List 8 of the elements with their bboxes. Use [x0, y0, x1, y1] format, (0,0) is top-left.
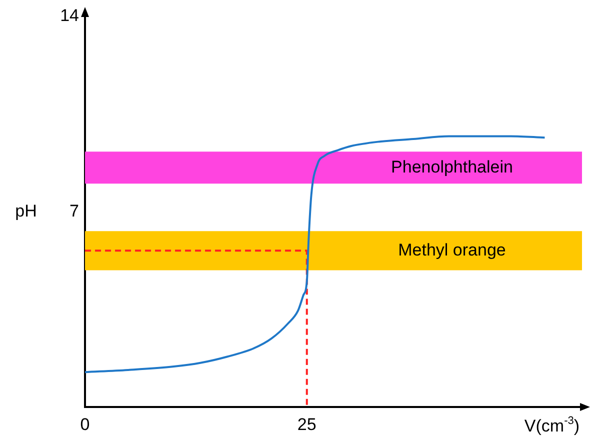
line-series [85, 135, 546, 374]
y-tick-label: 7 [70, 201, 79, 220]
y-tick-label: 14 [60, 6, 79, 25]
x-tick-label: 0 [80, 414, 90, 434]
x-tick-label: 25 [297, 414, 316, 434]
band-label: Phenolphthalein [391, 157, 513, 176]
band-label: Methyl orange [398, 240, 506, 260]
y-axis-title: pH [15, 201, 37, 220]
